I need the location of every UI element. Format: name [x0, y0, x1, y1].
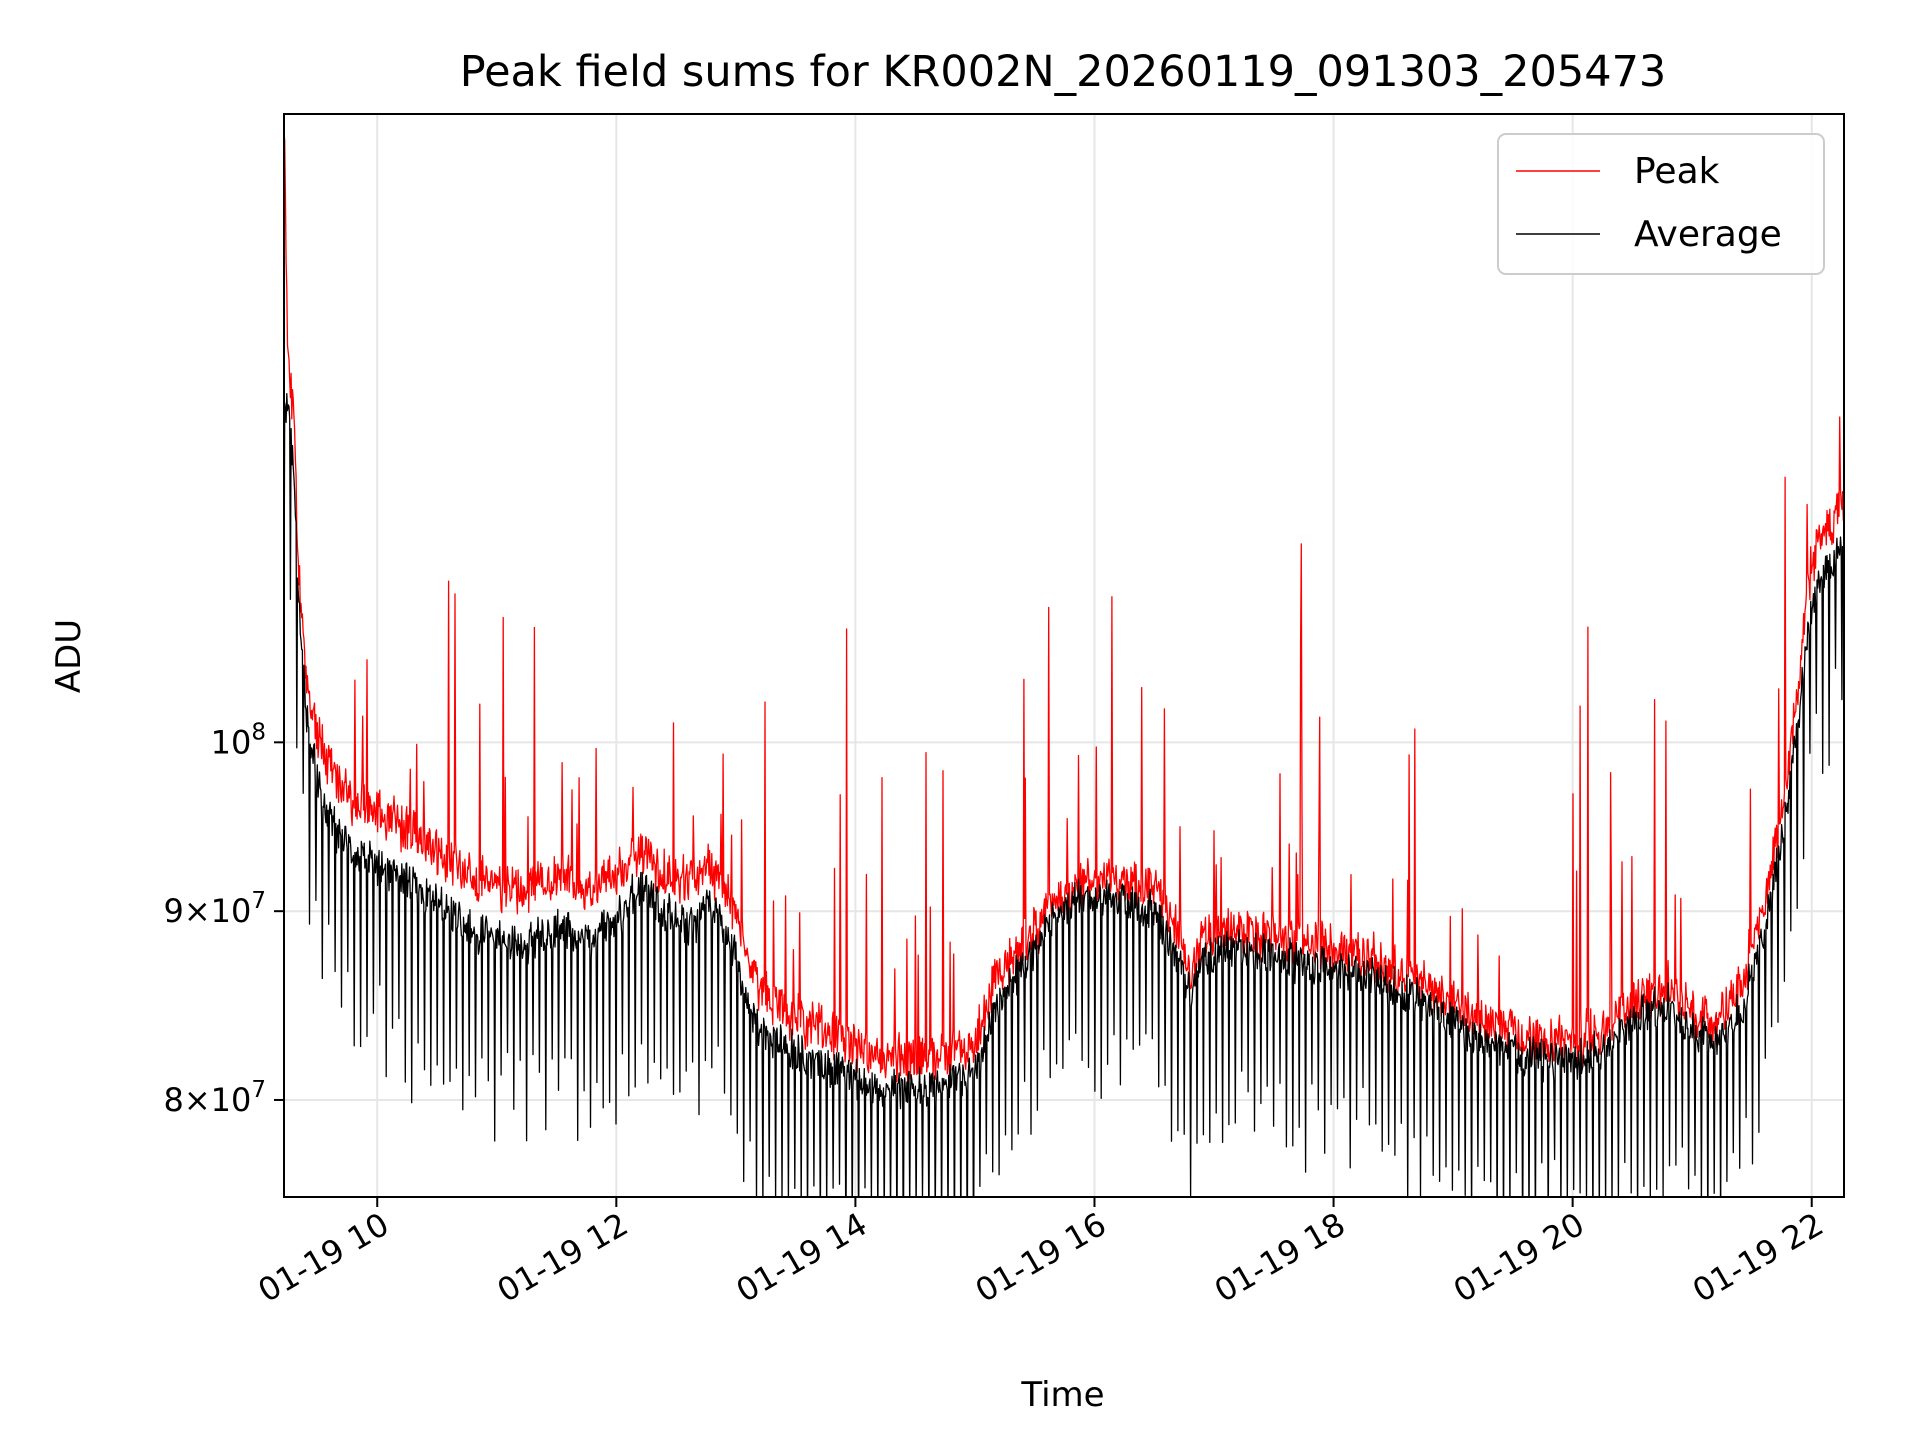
- series-line-average: [284, 392, 1844, 1197]
- legend: Peak Average: [1497, 133, 1825, 275]
- y-tick-label: 108: [211, 719, 266, 761]
- legend-label-average: Average: [1634, 214, 1782, 255]
- grid: [284, 114, 1844, 1197]
- y-tick-label: 8×107: [163, 1077, 266, 1119]
- chart-title: Peak field sums for KR002N_20260119_0913…: [460, 47, 1667, 97]
- series-layer: [284, 133, 1844, 1197]
- legend-label-peak: Peak: [1634, 151, 1720, 192]
- legend-box: [1497, 133, 1825, 275]
- x-axis-label: Time: [1020, 1375, 1104, 1415]
- plot-frame: [283, 113, 1845, 1198]
- y-axis-label: ADU: [49, 619, 89, 693]
- y-tick-label: 9×107: [163, 888, 266, 930]
- y-axis: 108 9×107 8×107: [163, 719, 284, 1119]
